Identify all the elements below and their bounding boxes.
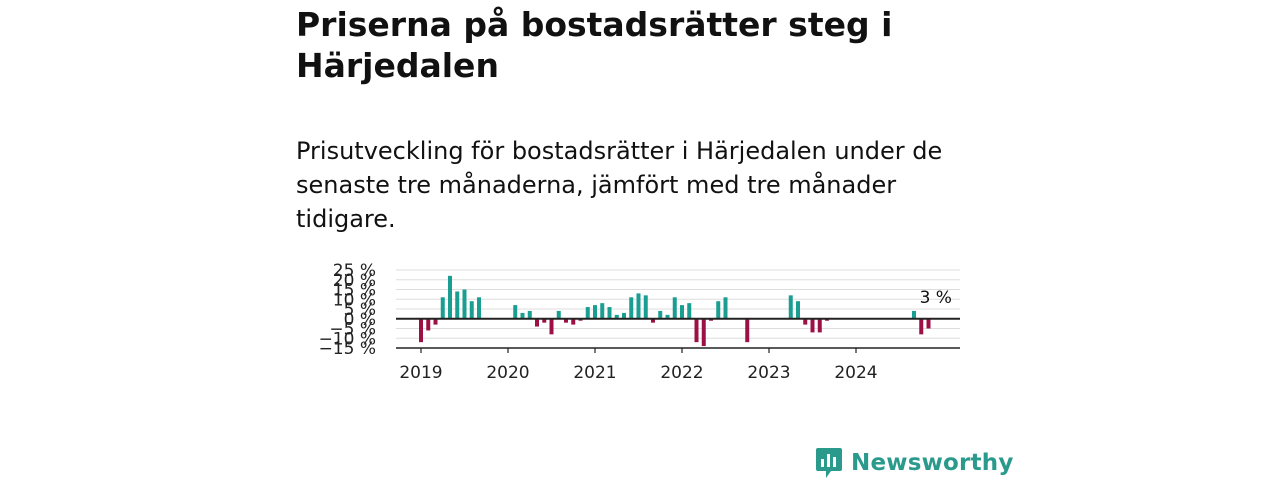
y-tick-labels: −15 %−10 %−5 %0 %5 %10 %15 %20 %25 % [319, 261, 376, 359]
brand-name: Newsworthy [851, 450, 1014, 476]
newsworthy-logo-icon [815, 446, 843, 480]
x-tick-label: 2022 [660, 363, 703, 383]
bar [637, 293, 641, 318]
x-tick-label: 2024 [834, 363, 877, 383]
bar [448, 276, 452, 319]
bar-chart: −15 %−10 %−5 %0 %5 %10 %15 %20 %25 % 201… [296, 256, 976, 386]
bar [477, 297, 481, 318]
bar [796, 301, 800, 319]
x-tick-label: 2019 [399, 363, 442, 383]
bar [818, 319, 822, 333]
bar [550, 319, 554, 335]
bar [687, 303, 691, 319]
bar [629, 297, 633, 318]
x-tick-label: 2021 [573, 363, 616, 383]
bar [716, 301, 720, 319]
bar [680, 305, 684, 319]
bar [724, 297, 728, 318]
x-tick-labels: 2019 2020 2021 2022 2023 2024 [399, 348, 877, 383]
bar [557, 311, 561, 319]
bar [789, 295, 793, 318]
x-tick-label: 2020 [486, 363, 529, 383]
x-tick-label: 2023 [747, 363, 790, 383]
bar [455, 291, 459, 318]
bar [811, 319, 815, 333]
bar [593, 305, 597, 319]
bar [927, 319, 931, 329]
bar [912, 311, 916, 319]
chart-subtitle: Prisutveckling för bostadsrätter i Härje… [296, 134, 956, 236]
bar [535, 319, 539, 327]
newsworthy-brand: Newsworthy [815, 446, 1014, 480]
bar [586, 307, 590, 319]
bar [919, 319, 923, 335]
chart-title: Priserna på bostadsrätter steg i Härjeda… [296, 4, 956, 86]
last-value-annotation: 3 % [920, 288, 952, 308]
bar [441, 297, 445, 318]
bar [426, 319, 430, 331]
bar [702, 319, 706, 346]
bar [470, 301, 474, 319]
bar [658, 311, 662, 319]
bar [745, 319, 749, 342]
bars [419, 276, 931, 346]
bar [513, 305, 517, 319]
bar [463, 290, 467, 319]
bar [528, 311, 532, 319]
y-tick-label: 25 % [333, 261, 376, 281]
bar [673, 297, 677, 318]
bar [695, 319, 699, 342]
bar [644, 295, 648, 318]
bar [600, 303, 604, 319]
bar [608, 307, 612, 319]
bar [419, 319, 423, 342]
